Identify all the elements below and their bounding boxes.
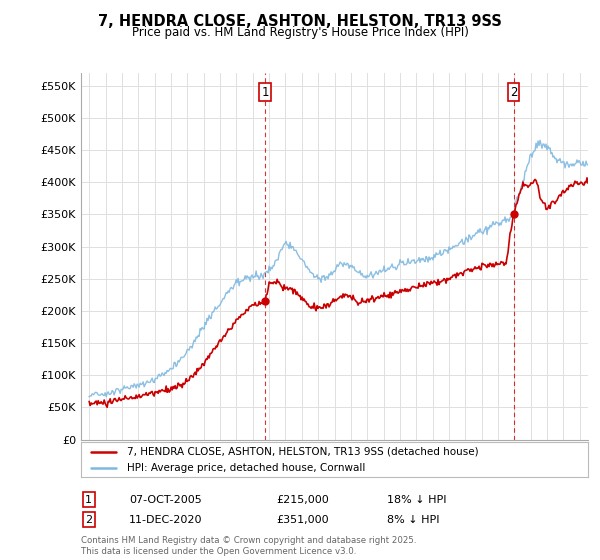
Text: £351,000: £351,000 [276,515,329,525]
Text: 2: 2 [85,515,92,525]
Text: 2: 2 [510,86,517,99]
Text: 07-OCT-2005: 07-OCT-2005 [129,494,202,505]
Text: Contains HM Land Registry data © Crown copyright and database right 2025.
This d: Contains HM Land Registry data © Crown c… [81,536,416,556]
Text: 7, HENDRA CLOSE, ASHTON, HELSTON, TR13 9SS: 7, HENDRA CLOSE, ASHTON, HELSTON, TR13 9… [98,14,502,29]
Text: Price paid vs. HM Land Registry's House Price Index (HPI): Price paid vs. HM Land Registry's House … [131,26,469,39]
Text: £215,000: £215,000 [276,494,329,505]
Text: 18% ↓ HPI: 18% ↓ HPI [387,494,446,505]
Text: HPI: Average price, detached house, Cornwall: HPI: Average price, detached house, Corn… [127,463,365,473]
Text: 7, HENDRA CLOSE, ASHTON, HELSTON, TR13 9SS (detached house): 7, HENDRA CLOSE, ASHTON, HELSTON, TR13 9… [127,447,478,457]
Text: 1: 1 [85,494,92,505]
Text: 8% ↓ HPI: 8% ↓ HPI [387,515,439,525]
Text: 11-DEC-2020: 11-DEC-2020 [129,515,203,525]
Text: 1: 1 [262,86,269,99]
